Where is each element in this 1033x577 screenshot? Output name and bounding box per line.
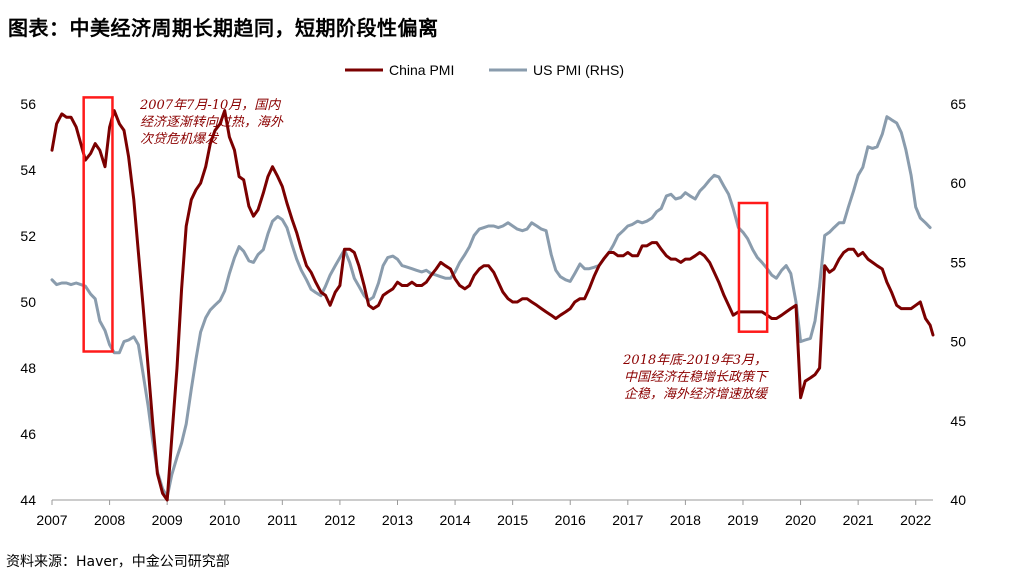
- left-axis-tick-label: 56: [20, 96, 36, 112]
- left-axis-tick-label: 54: [20, 162, 36, 178]
- x-axis-tick-label: 2016: [555, 512, 586, 528]
- annotation-line: 次贷危机爆发: [140, 132, 219, 147]
- x-axis-tick-label: 2013: [382, 512, 413, 528]
- annotation-line: 中国经济在稳增长政策下: [623, 370, 767, 385]
- annotation-line: 2007年7月-10月，国内: [140, 98, 281, 113]
- x-axis-tick-label: 2018: [670, 512, 701, 528]
- annotation-2007: 2007年7月-10月，国内 经济逐渐转向过热，海外 次贷危机爆发: [140, 97, 283, 148]
- x-axis-tick-label: 2020: [785, 512, 816, 528]
- right-axis-tick-label: 40: [950, 492, 966, 508]
- china-pmi-line: [50, 109, 935, 502]
- right-axis-ticks: 40 45 50 55 60 65: [950, 96, 966, 508]
- right-axis-tick-label: 55: [950, 254, 966, 270]
- x-axis-tick-label: 2019: [727, 512, 758, 528]
- left-axis-tick-label: 48: [20, 360, 36, 376]
- left-axis-tick-label: 46: [20, 426, 36, 442]
- chart-legend: China PMI US PMI (RHS): [345, 62, 624, 78]
- annotation-line: 经济逐渐转向过热，海外: [140, 115, 284, 130]
- x-axis-tick-label: 2022: [900, 512, 931, 528]
- right-axis-tick-label: 50: [950, 334, 966, 350]
- x-axis-tick-label: 2017: [612, 512, 643, 528]
- right-axis-tick-label: 45: [950, 413, 966, 429]
- right-axis-tick-label: 65: [950, 96, 966, 112]
- left-axis-ticks: 44 46 48 50 52 54 56: [20, 96, 36, 508]
- x-axis-tick-label: 2007: [36, 512, 67, 528]
- legend-label: China PMI: [389, 62, 454, 78]
- left-axis-tick-label: 52: [20, 228, 36, 244]
- left-axis-tick-label: 44: [20, 492, 36, 508]
- annotation-2018: 2018年底-2019年3月， 中国经济在稳增长政策下 企稳，海外经济增速放缓: [623, 352, 767, 403]
- annotation-line: 企稳，海外经济增速放缓: [623, 387, 767, 402]
- right-axis-tick-label: 60: [950, 175, 966, 191]
- legend-label: US PMI (RHS): [533, 62, 624, 78]
- x-axis-tick-label: 2009: [152, 512, 183, 528]
- annotation-line: 2018年底-2019年3月，: [623, 353, 767, 368]
- left-axis-tick-label: 50: [20, 294, 36, 310]
- highlight-boxes: [82, 96, 769, 353]
- x-axis-tick-label: 2014: [439, 512, 470, 528]
- us-pmi-line: [50, 115, 932, 499]
- x-axis-tick-label: 2015: [497, 512, 528, 528]
- highlight-box: [737, 201, 769, 333]
- x-axis-tick-label: 2021: [843, 512, 874, 528]
- chart-title: 图表：中美经济周期长期趋同，短期阶段性偏离: [8, 16, 439, 40]
- source-note: 资料来源：Haver，中金公司研究部: [6, 554, 230, 570]
- highlight-box: [82, 96, 114, 353]
- x-axis-tick-label: 2012: [324, 512, 355, 528]
- series-layer: [50, 109, 935, 502]
- x-axis-tick-label: 2011: [267, 512, 297, 528]
- x-axis-tick-label: 2008: [94, 512, 125, 528]
- x-axis-ticks: 2007 2008 2009 2010 2011 2012 2013 2014 2015 2016…: [36, 500, 932, 528]
- x-axis-tick-label: 2010: [209, 512, 240, 528]
